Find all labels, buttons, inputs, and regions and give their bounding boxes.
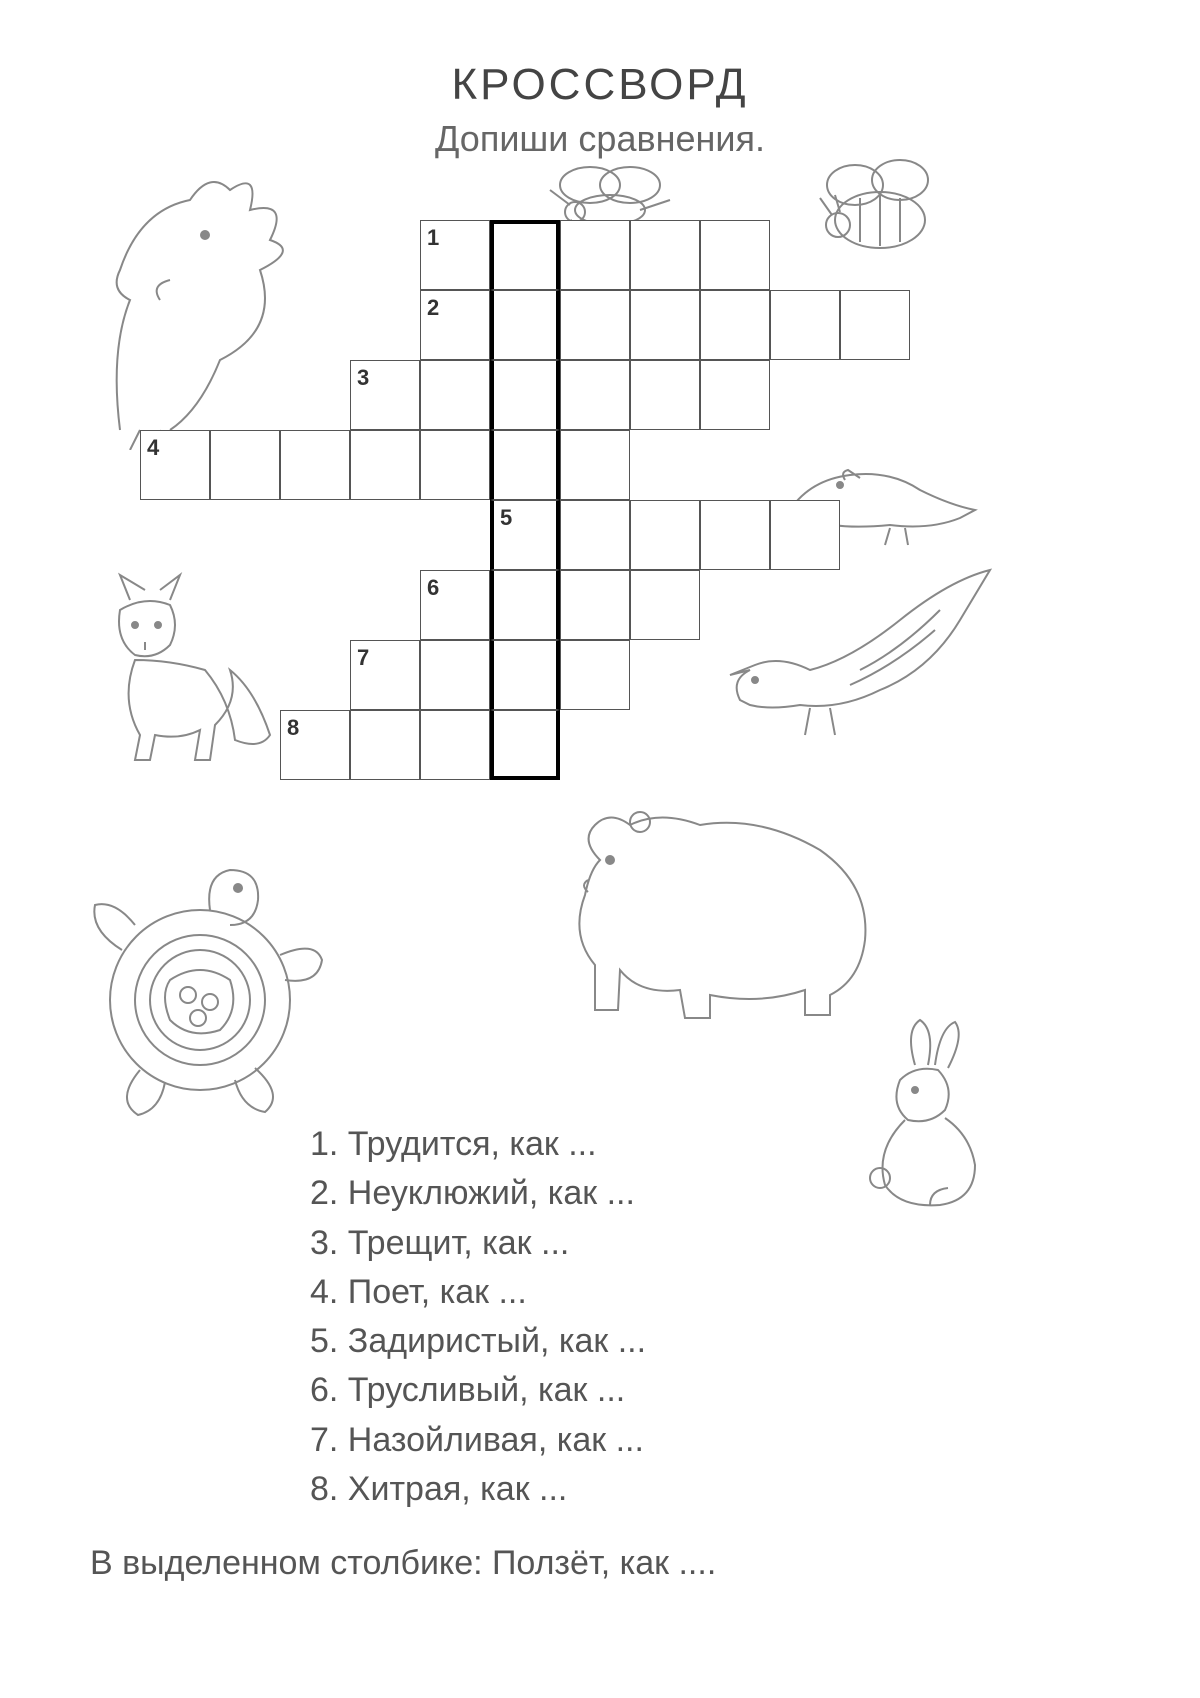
page-title: КРОССВОРД xyxy=(80,60,1120,110)
grid-cell[interactable] xyxy=(630,500,700,570)
grid-cell[interactable] xyxy=(560,360,630,430)
grid-cell[interactable] xyxy=(630,360,700,430)
grid-cell[interactable] xyxy=(700,290,770,360)
worksheet-page: КРОССВОРД Допиши сравнения. xyxy=(0,0,1200,1698)
grid-cell[interactable]: 6 xyxy=(420,570,490,640)
grid-cell[interactable]: 4 xyxy=(140,430,210,500)
header: КРОССВОРД Допиши сравнения. xyxy=(80,60,1120,160)
clue-item: 7. Назойливая, как ... xyxy=(310,1416,1120,1465)
grid-cell[interactable] xyxy=(210,430,280,500)
grid-cell[interactable] xyxy=(420,640,490,710)
grid-cell[interactable] xyxy=(490,430,560,500)
grid-cell[interactable] xyxy=(560,640,630,710)
grid-cell[interactable] xyxy=(350,430,420,500)
grid-cell[interactable] xyxy=(420,710,490,780)
grid-cell[interactable]: 2 xyxy=(420,290,490,360)
grid-cell[interactable] xyxy=(700,220,770,290)
grid-cell[interactable] xyxy=(490,570,560,640)
grid-cell[interactable] xyxy=(420,430,490,500)
grid-cell[interactable] xyxy=(560,220,630,290)
clue-item: 5. Задиристый, как ... xyxy=(310,1317,1120,1366)
grid-cell[interactable] xyxy=(490,640,560,710)
clue-item: 6. Трусливый, как ... xyxy=(310,1366,1120,1415)
grid-cell[interactable] xyxy=(770,290,840,360)
grid-cell[interactable] xyxy=(560,430,630,500)
grid-cell[interactable] xyxy=(560,500,630,570)
grid-cell[interactable]: 3 xyxy=(350,360,420,430)
clue-item: 8. Хитрая, как ... xyxy=(310,1465,1120,1514)
grid-cell[interactable] xyxy=(490,710,560,780)
grid-cell[interactable]: 7 xyxy=(350,640,420,710)
grid-cell[interactable] xyxy=(350,710,420,780)
grid-cell[interactable] xyxy=(700,500,770,570)
clue-item: 4. Поет, как ... xyxy=(310,1268,1120,1317)
grid-cell[interactable]: 8 xyxy=(280,710,350,780)
grid-cell[interactable]: 1 xyxy=(420,220,490,290)
crossword-grid: 123 4 5678 xyxy=(80,180,1120,880)
grid-cell[interactable] xyxy=(560,570,630,640)
grid-cell[interactable] xyxy=(490,290,560,360)
grid-cell[interactable]: 5 xyxy=(490,500,560,570)
grid-cell[interactable] xyxy=(840,290,910,360)
grid-cell[interactable] xyxy=(280,430,350,500)
grid-cell[interactable] xyxy=(770,500,840,570)
grid-cell[interactable] xyxy=(490,360,560,430)
rabbit-icon xyxy=(820,1010,1000,1210)
clue-item: 3. Трещит, как ... xyxy=(310,1219,1120,1268)
grid-cell[interactable] xyxy=(630,220,700,290)
grid-cell[interactable] xyxy=(630,570,700,640)
footnote-text: В выделенном столбике: Ползёт, как .... xyxy=(90,1544,1120,1583)
grid-cell[interactable] xyxy=(420,360,490,430)
grid-cell[interactable] xyxy=(560,290,630,360)
grid-cell[interactable] xyxy=(700,360,770,430)
grid-cell[interactable] xyxy=(630,290,700,360)
grid-cell[interactable] xyxy=(490,220,560,290)
